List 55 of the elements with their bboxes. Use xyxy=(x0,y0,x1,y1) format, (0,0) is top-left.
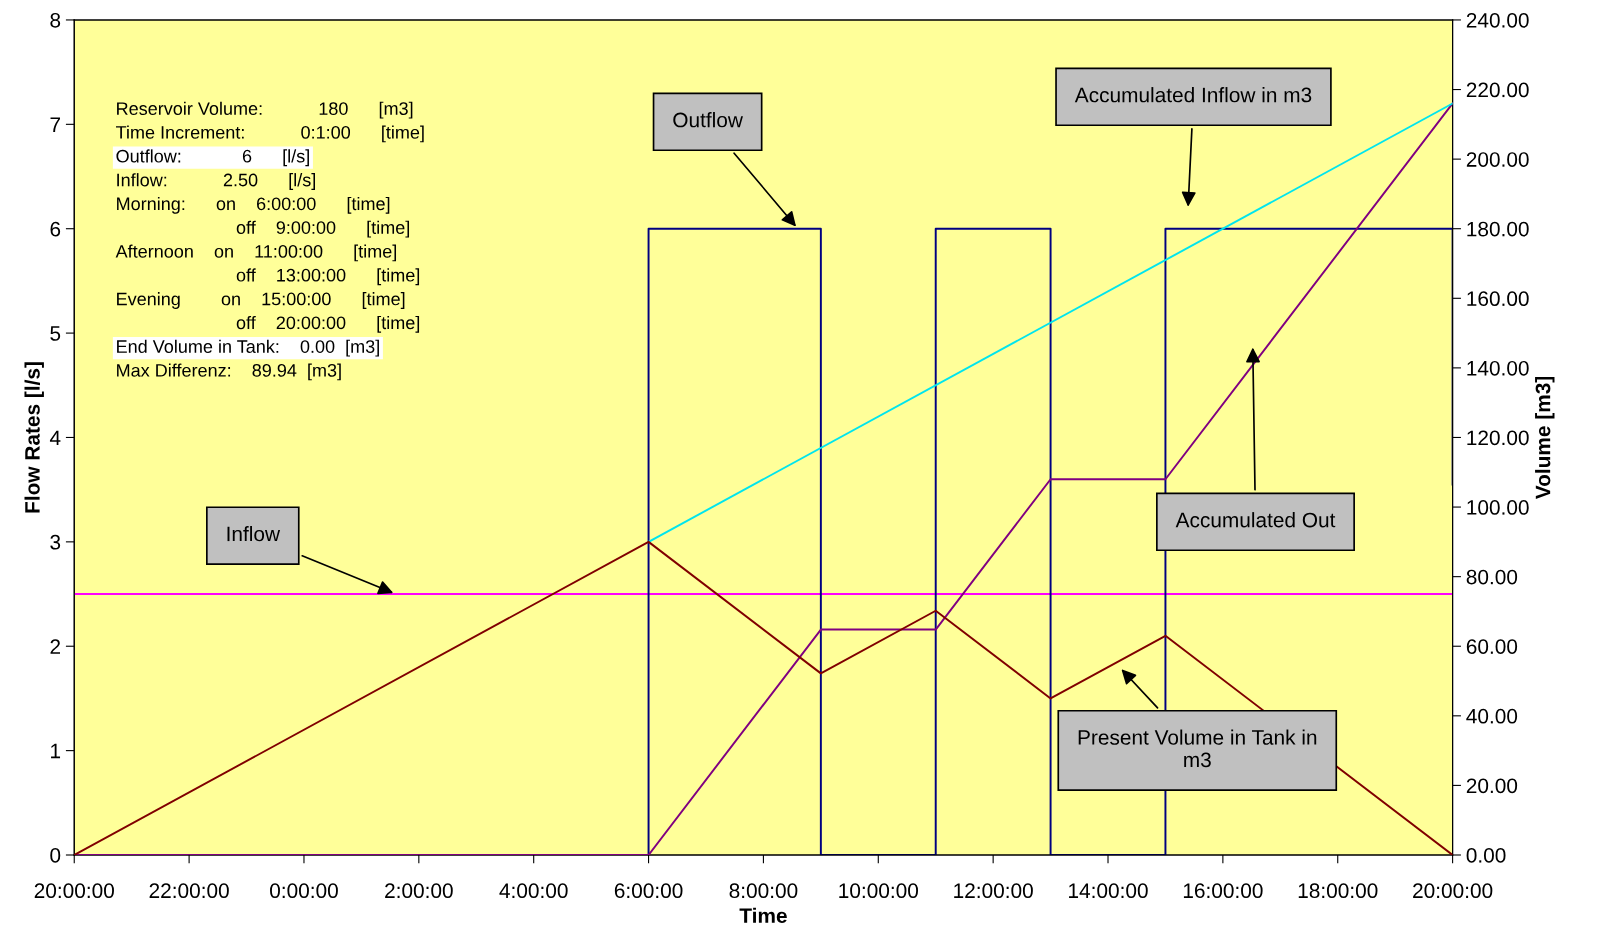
y-tick-label: 2 xyxy=(50,639,60,654)
y-axis-title: Flow Rates [l/s] xyxy=(24,362,44,513)
x-tick-label: 10:00:00 xyxy=(839,883,919,899)
x-tick-label: 16:00:00 xyxy=(1183,883,1263,899)
x-tick-label: 22:00:00 xyxy=(149,883,229,899)
annotation: Afternoon on 11:00:00 [time] xyxy=(115,244,397,262)
annotation: Inflow: 2.50 [l/s] xyxy=(117,173,315,190)
annotation: off 13:00:00 [time] xyxy=(236,268,420,286)
y2-tick-label: 100.00 xyxy=(1467,500,1529,515)
annotation: End Volume in Tank: 0.00 [m3] xyxy=(117,339,379,357)
annotation: Reservoir Volume: 180 [m3] xyxy=(117,101,413,119)
y2-tick-label: 80.00 xyxy=(1466,569,1518,585)
y2-tick-label: 0.00 xyxy=(1466,848,1506,863)
x-tick-label: 2:00:00 xyxy=(385,883,453,899)
y2-tick-label: 60.00 xyxy=(1466,639,1518,654)
annotation: Outflow xyxy=(673,112,743,128)
y-tick-label: 0 xyxy=(50,848,61,863)
x-tick-label: 20:00:00 xyxy=(34,883,114,899)
y-tick-label: 6 xyxy=(50,221,61,237)
y2-axis-title: Volume [m3] xyxy=(1535,376,1555,500)
y2-tick-label: 40.00 xyxy=(1466,708,1518,724)
y2-tick-label: 160.00 xyxy=(1467,291,1529,307)
annotation: Accumulated Inflow in m3 xyxy=(1074,87,1312,103)
annotation: Evening on 15:00:00 [time] xyxy=(117,292,405,309)
x-tick-label: 18:00:00 xyxy=(1298,883,1378,899)
y-tick-label: 5 xyxy=(50,326,61,341)
y2-tick-label: 20.00 xyxy=(1466,778,1518,794)
annotation: off 9:00:00 [time] xyxy=(236,220,410,238)
x-tick-label: 8:00:00 xyxy=(729,883,798,899)
y2-tick-label: 200.00 xyxy=(1466,152,1529,167)
annotation: Max Differenz: 89.94 [m3] xyxy=(117,363,341,381)
x-tick-label: 6:00:00 xyxy=(614,883,683,899)
x-tick-label: 14:00:00 xyxy=(1069,883,1148,899)
x-axis-title: Time xyxy=(739,907,787,924)
annotation: Time Increment: 0:1:00 [time] xyxy=(116,125,424,143)
y-tick-label: 8 xyxy=(50,12,61,28)
annotation: Inflow xyxy=(227,526,281,542)
y-tick-label: 4 xyxy=(49,430,61,446)
annotation: Morning: on 6:00:00 [time] xyxy=(117,196,390,214)
y-tick-label: 3 xyxy=(50,534,61,550)
y-tick-label: 1 xyxy=(51,743,61,759)
annotation: off 20:00:00 [time] xyxy=(236,315,420,333)
annotation: Present Volume in Tank in m3 xyxy=(1078,729,1317,768)
y2-tick-label: 140.00 xyxy=(1467,360,1529,376)
y2-tick-label: 180.00 xyxy=(1467,221,1529,237)
y2-tick-label: 120.00 xyxy=(1467,430,1529,446)
x-tick-label: 4:00:00 xyxy=(499,883,568,899)
y2-tick-label: 220.00 xyxy=(1466,82,1529,98)
x-tick-label: 12:00:00 xyxy=(954,883,1033,899)
y-tick-label: 7 xyxy=(50,117,60,132)
annotation: Accumulated Out xyxy=(1175,512,1336,528)
y2-tick-label: 240.00 xyxy=(1466,12,1529,28)
annotation: Outflow: 6 [l/s] xyxy=(116,149,309,167)
x-tick-label: 0:00:00 xyxy=(270,883,338,899)
x-tick-label: 20:00:00 xyxy=(1413,883,1493,899)
